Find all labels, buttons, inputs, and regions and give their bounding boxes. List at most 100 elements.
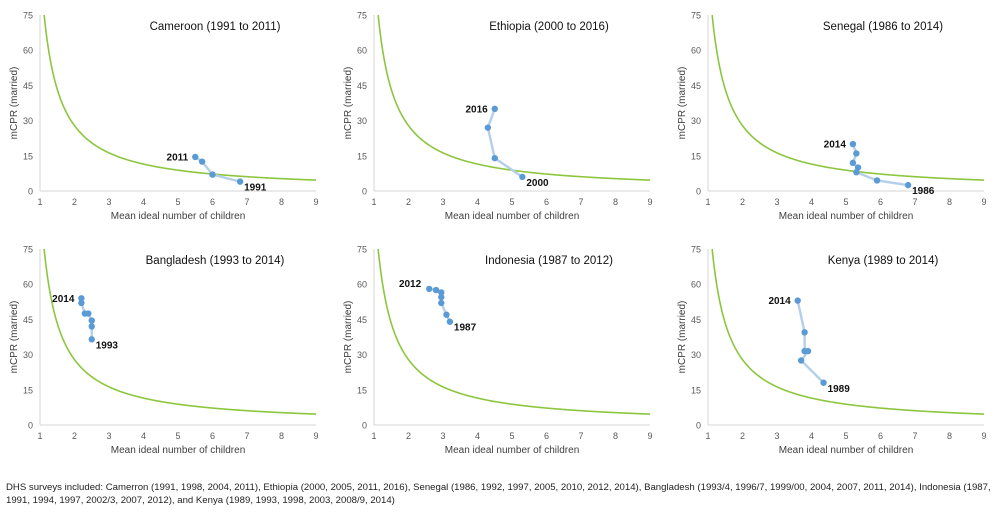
x-axis-label: Mean ideal number of children (779, 445, 914, 456)
point-label: 2014 (52, 294, 75, 305)
data-point (849, 159, 857, 167)
y-axis-label: mCPR (married) (9, 67, 20, 140)
x-tick-label: 7 (912, 431, 917, 441)
data-point (849, 140, 857, 148)
x-tick-label: 7 (912, 197, 917, 207)
x-tick-label: 8 (947, 431, 952, 441)
y-tick-label: 60 (691, 46, 701, 56)
x-tick-label: 4 (475, 197, 480, 207)
chart-title: Ethiopia (2000 to 2016) (489, 21, 609, 33)
data-point (192, 153, 199, 161)
y-tick-label: 15 (357, 151, 367, 161)
x-axis-label: Mean ideal number of children (111, 211, 246, 222)
point-label: 1987 (454, 323, 477, 334)
x-tick-label: 5 (175, 197, 180, 207)
point-label: 2014 (768, 296, 791, 307)
data-point (853, 150, 860, 157)
y-axis-label: mCPR (married) (9, 301, 20, 374)
chart-title: Kenya (1989 to 2014) (828, 255, 939, 267)
x-tick-label: 3 (440, 431, 445, 441)
y-tick-label: 75 (691, 245, 701, 255)
y-tick-label: 15 (23, 385, 33, 395)
x-axis-label: Mean ideal number of children (779, 211, 914, 222)
data-point (797, 357, 805, 364)
small-multiples-grid: 0 15 30 45 60 75 1 2 3 4 5 6 7 8 9 Mean ideal number of… (9, 11, 987, 457)
x-tick-label: 4 (809, 197, 814, 207)
point-label: 2000 (526, 178, 549, 189)
data-point (236, 178, 244, 185)
data-point (484, 124, 492, 131)
data-point (443, 311, 450, 318)
data-point (432, 286, 440, 294)
y-tick-label: 75 (691, 11, 701, 21)
y-tick-label: 0 (28, 421, 33, 431)
y-axis-label: mCPR (married) (343, 301, 354, 374)
data-point (88, 336, 95, 343)
x-tick-label: 3 (440, 197, 445, 207)
x-tick-label: 3 (774, 197, 779, 207)
y-tick-label: 60 (23, 280, 33, 290)
data-point (491, 154, 498, 162)
y-tick-label: 45 (691, 81, 701, 91)
x-tick-label: 5 (509, 197, 514, 207)
reference-curve (377, 14, 651, 181)
y-tick-label: 30 (691, 116, 701, 126)
point-label: 2012 (399, 279, 422, 290)
x-tick-label: 2 (406, 431, 411, 441)
chart-title: Indonesia (1987 to 2012) (485, 255, 613, 267)
x-tick-label: 1 (705, 197, 710, 207)
series-line (486, 108, 524, 178)
data-point (85, 310, 92, 317)
data-point (88, 323, 95, 330)
x-tick-label: 8 (613, 431, 618, 441)
x-tick-label: 6 (544, 197, 549, 207)
data-point (873, 177, 881, 184)
x-tick-label: 1 (371, 431, 376, 441)
data-point (438, 299, 445, 307)
chart-title: Cameroon (1991 to 2011) (150, 21, 281, 33)
data-point (426, 285, 433, 293)
data-point (491, 105, 498, 113)
y-tick-label: 45 (691, 315, 701, 325)
x-tick-label: 8 (279, 431, 284, 441)
x-tick-label: 9 (313, 197, 318, 207)
x-tick-label: 5 (175, 431, 180, 441)
x-tick-label: 9 (981, 197, 986, 207)
data-point (88, 317, 95, 324)
data-point (853, 169, 860, 176)
x-tick-label: 4 (809, 431, 814, 441)
x-tick-label: 5 (843, 197, 848, 207)
x-tick-label: 1 (37, 197, 42, 207)
point-label: 2011 (167, 152, 189, 163)
data-point (209, 171, 216, 178)
y-tick-label: 0 (362, 187, 367, 197)
y-tick-label: 30 (357, 350, 367, 360)
x-tick-label: 7 (244, 431, 249, 441)
y-axis-label: mCPR (married) (343, 67, 354, 140)
x-tick-label: 6 (210, 197, 215, 207)
x-tick-label: 1 (371, 197, 376, 207)
x-tick-label: 4 (141, 197, 146, 207)
y-tick-label: 60 (691, 280, 701, 290)
y-tick-label: 30 (691, 350, 701, 360)
reference-curve (43, 14, 317, 181)
x-tick-label: 1 (37, 431, 42, 441)
x-tick-label: 6 (544, 431, 549, 441)
y-tick-label: 15 (691, 151, 701, 161)
y-tick-label: 0 (696, 187, 701, 197)
series-line (851, 143, 909, 187)
x-tick-label: 8 (947, 197, 952, 207)
data-point (438, 293, 445, 301)
y-tick-label: 30 (23, 350, 33, 360)
point-label: 1993 (96, 340, 119, 351)
reference-curve (711, 14, 985, 181)
data-point (198, 158, 206, 165)
point-label: 1991 (244, 183, 267, 194)
x-tick-label: 9 (981, 431, 986, 441)
data-point (804, 347, 812, 355)
reference-curve (711, 248, 985, 415)
x-tick-label: 6 (878, 431, 883, 441)
y-tick-label: 75 (357, 11, 367, 21)
